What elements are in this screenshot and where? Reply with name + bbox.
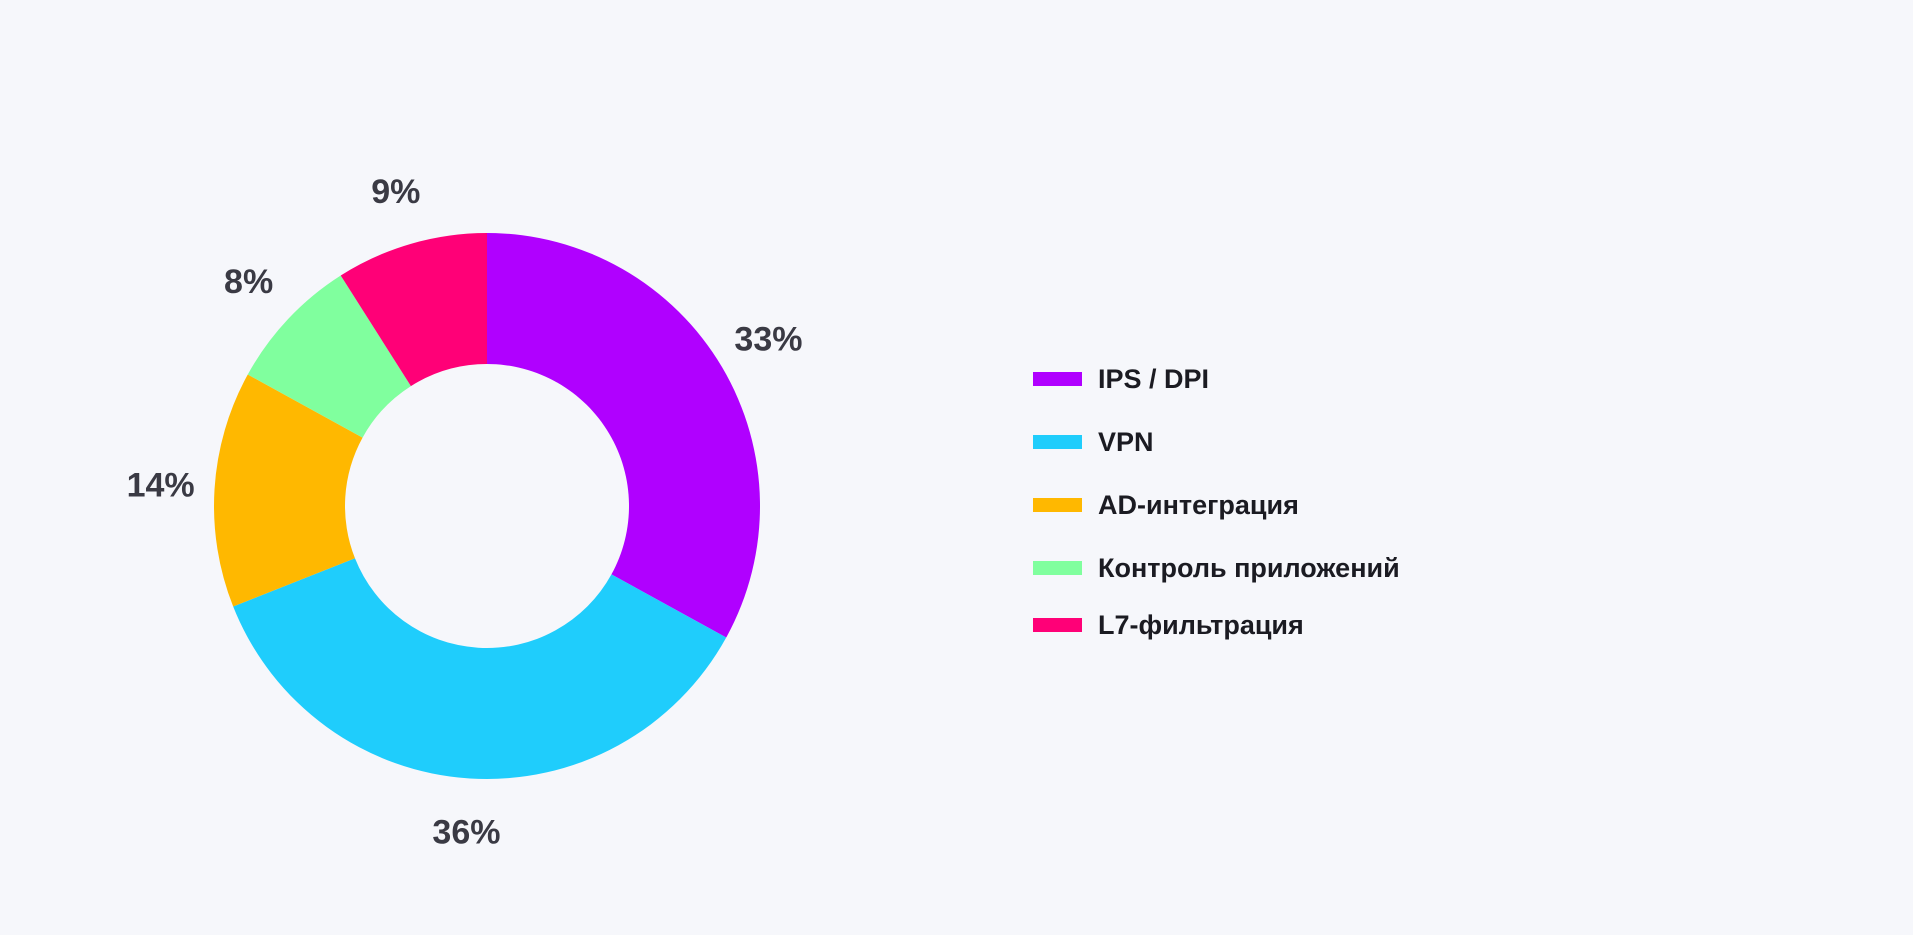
legend-swatch [1033, 372, 1082, 386]
legend-item: IPS / DPI [1033, 363, 1400, 395]
slice-label-2: 36% [432, 813, 500, 851]
legend-swatch [1033, 561, 1082, 575]
legend-label: AD-интеграция [1098, 489, 1299, 520]
slice-label-5: 9% [371, 173, 420, 211]
chart-legend: IPS / DPI VPN AD-интеграция Контроль прилож… [1033, 363, 1400, 672]
slice-2 [233, 558, 727, 779]
slice-label-1: 33% [734, 321, 802, 359]
legend-label: VPN [1098, 426, 1154, 457]
slice-4 [247, 275, 411, 438]
slice-label-4: 8% [224, 263, 273, 301]
legend-swatch [1033, 498, 1082, 512]
labels-layer: 33% 36% 14% 8% 9% [127, 173, 803, 851]
legend-item: Контроль приложений [1033, 552, 1400, 584]
slices-layer [214, 233, 760, 779]
legend-label: L7-фильтрация [1098, 609, 1304, 640]
legend-label: IPS / DPI [1098, 363, 1210, 394]
slice-1 [487, 233, 760, 638]
slice-5 [340, 233, 487, 387]
legend-item: L7-фильтрация [1033, 609, 1400, 641]
legend-item: AD-интеграция [1033, 489, 1400, 521]
slice-3 [214, 374, 363, 607]
legend-label: Контроль приложений [1098, 552, 1400, 583]
legend-swatch [1033, 435, 1082, 449]
legend-swatch [1033, 618, 1082, 632]
slice-label-3: 14% [127, 466, 195, 504]
legend-item: VPN [1033, 426, 1400, 458]
